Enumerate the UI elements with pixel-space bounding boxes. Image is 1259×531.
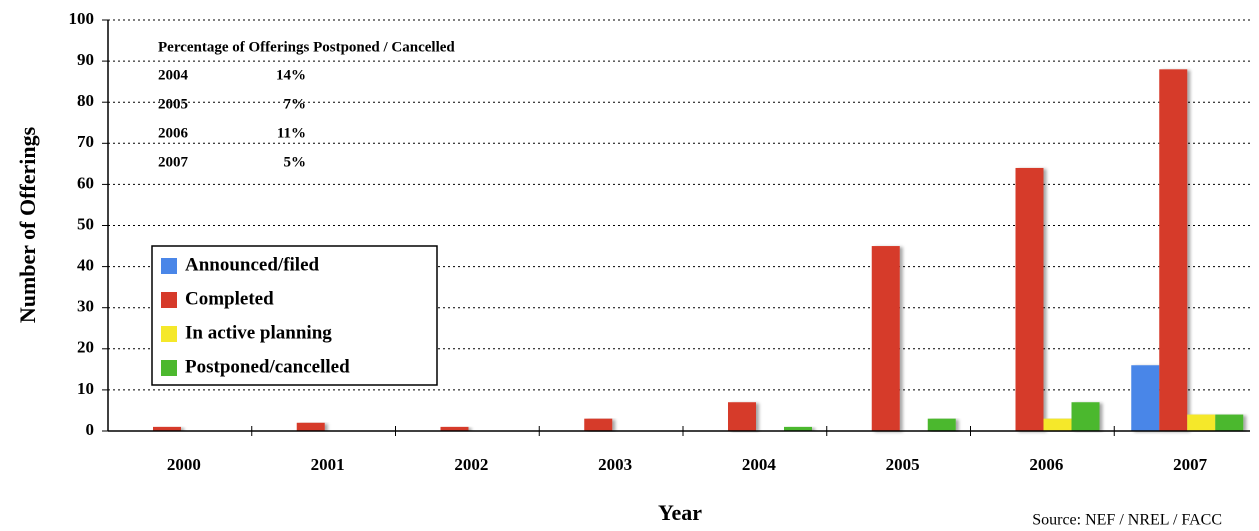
x-tick-label: 2002 — [454, 455, 488, 474]
legend-swatch — [161, 326, 177, 342]
bar — [1071, 402, 1100, 431]
y-tick-label: 10 — [77, 379, 94, 398]
y-tick-label: 90 — [77, 50, 94, 69]
legend-swatch — [161, 360, 177, 376]
y-tick-label: 80 — [77, 91, 94, 110]
bar — [1015, 167, 1044, 431]
legend-label: Announced/filed — [185, 254, 320, 275]
y-tick-label: 60 — [77, 173, 94, 192]
legend-label: In active planning — [185, 322, 332, 343]
bar — [1159, 69, 1188, 431]
bar — [153, 426, 181, 431]
y-tick-label: 70 — [77, 132, 94, 151]
annotation-percent: 5% — [284, 154, 307, 170]
x-axis-label: Year — [658, 500, 702, 525]
x-tick-label: 2003 — [598, 455, 632, 474]
annotation-year: 2007 — [158, 154, 189, 170]
bar — [1215, 414, 1244, 431]
x-tick-label: 2006 — [1029, 455, 1063, 474]
source: Source: NEF / NREL / FACC — [1032, 512, 1222, 529]
x-tick-label: 2004 — [742, 455, 777, 474]
annotation-year: 2005 — [158, 96, 188, 112]
x-tick-label: 2005 — [886, 455, 920, 474]
bar — [584, 418, 613, 431]
bar — [927, 418, 956, 431]
legend-swatch — [161, 292, 177, 308]
y-tick-label: 100 — [69, 9, 95, 28]
annotation-year: 2004 — [158, 67, 189, 83]
x-tick-label: 2007 — [1173, 455, 1208, 474]
bar — [728, 402, 756, 431]
bar — [1131, 365, 1160, 431]
bar — [296, 422, 325, 431]
bar — [440, 426, 469, 431]
y-tick-label: 20 — [77, 338, 94, 357]
legend-swatch — [161, 258, 177, 274]
y-tick-label: 0 — [86, 420, 95, 439]
x-tick-label: 2001 — [311, 455, 345, 474]
annotation-percent: 11% — [277, 125, 306, 141]
bar — [871, 246, 900, 431]
annotation-year: 2006 — [158, 125, 189, 141]
annotation-title: Percentage of Offerings Postponed / Canc… — [158, 39, 455, 55]
y-tick-label: 50 — [77, 214, 94, 233]
legend-box — [151, 245, 438, 386]
y-tick-label: 40 — [77, 256, 94, 275]
y-tick-label: 30 — [77, 297, 94, 316]
x-tick-label: 2000 — [167, 455, 201, 474]
annotation-percent: 14% — [276, 67, 306, 83]
legend-label: Completed — [185, 288, 274, 309]
bar — [784, 426, 812, 431]
y-axis-label: Number of Offerings — [15, 126, 40, 323]
legend-label: Postponed/cancelled — [185, 356, 350, 377]
bar — [1187, 414, 1216, 431]
bar — [1043, 418, 1072, 431]
annotation-percent: 7% — [284, 96, 307, 112]
